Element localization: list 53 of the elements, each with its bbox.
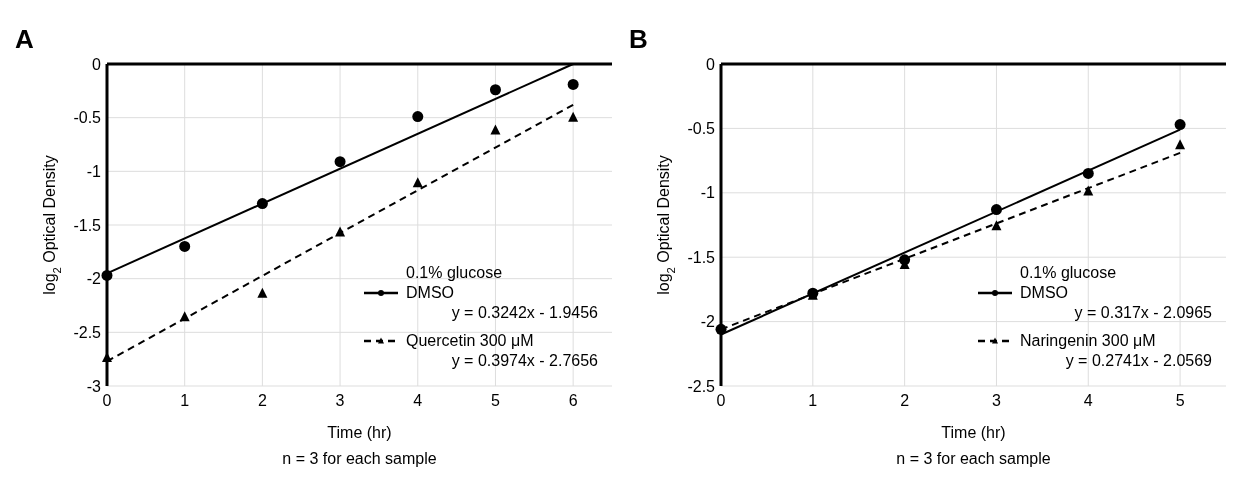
x-tick-label: 1 <box>180 392 190 409</box>
legend-title: 0.1% glucose <box>406 264 503 281</box>
point <box>412 177 423 188</box>
x-tick-label: 4 <box>413 392 423 409</box>
x-axis-title: Time (hr) <box>941 424 1006 441</box>
x-tick-label: 2 <box>257 392 267 409</box>
y-tick-label: -1 <box>700 184 716 202</box>
x-axis-title: Time (hr) <box>327 424 392 441</box>
annotation: y = 0.317x - 2.0965 <box>1074 304 1213 321</box>
point <box>991 220 1002 231</box>
y-tick-label: -1.5 <box>73 216 102 234</box>
x-tick-label: 3 <box>992 392 1001 409</box>
y-tick-label: -0.5 <box>73 109 102 127</box>
text: n = 3 for each sample <box>282 450 437 467</box>
y-tick-label: -2.5 <box>687 377 716 395</box>
x-tick-label: 2 <box>900 392 910 409</box>
y-tick-label: -0.5 <box>687 120 716 137</box>
text: n = 3 for each sample <box>896 450 1051 467</box>
point <box>334 156 346 168</box>
chart-title: B <box>629 24 648 54</box>
legend-title: 0.1% glucose <box>1020 264 1117 281</box>
x-tick-label: 3 <box>335 392 345 409</box>
legend-label: Naringenin 300 μM <box>1020 332 1156 349</box>
x-tick-label: 4 <box>1083 392 1093 409</box>
y-tick-label: -1.5 <box>687 248 716 266</box>
x-tick-label: 5 <box>491 392 501 409</box>
y-tick-label: -1 <box>86 162 102 180</box>
annotation: y = 0.2741x - 2.0569 <box>1065 352 1213 369</box>
point <box>412 111 424 123</box>
y-tick-label: -3 <box>86 377 102 395</box>
chart-title: A <box>15 24 34 54</box>
point <box>179 240 191 252</box>
point <box>257 287 268 298</box>
y-tick-label: -2 <box>700 313 716 331</box>
point <box>490 124 501 135</box>
point <box>1083 185 1094 196</box>
x-tick-label: 5 <box>1175 392 1185 409</box>
legend-label: DMSO <box>1020 284 1068 301</box>
legend-label: Quercetin 300 μM <box>406 332 534 349</box>
legend-label: DMSO <box>406 284 454 301</box>
point <box>567 78 579 90</box>
y-tick-label: -2 <box>86 270 102 288</box>
point <box>568 111 579 122</box>
y-tick-label: -2.5 <box>73 323 102 341</box>
point <box>489 84 501 96</box>
y-tick-label: 0 <box>92 55 102 73</box>
x-tick-label: 1 <box>808 392 818 409</box>
annotation: y = 0.3242x - 1.9456 <box>451 304 599 321</box>
point <box>1175 139 1186 150</box>
y-tick-label: 0 <box>706 55 716 73</box>
annotation: y = 0.3974x - 2.7656 <box>451 352 599 369</box>
x-tick-label: 6 <box>568 392 578 409</box>
point <box>1174 119 1186 131</box>
